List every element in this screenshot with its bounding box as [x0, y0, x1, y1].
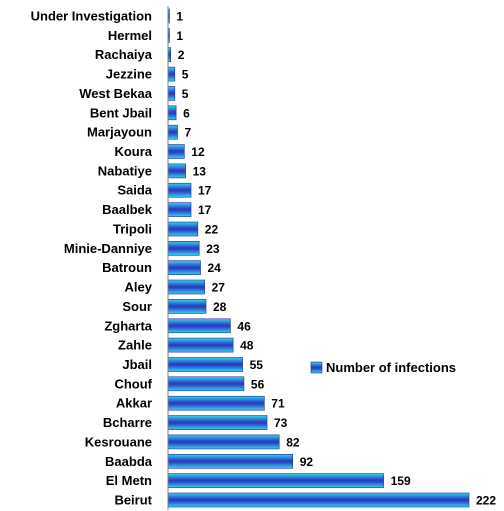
- category-label-chouf: Chouf: [114, 376, 152, 391]
- value-label-kesrouane: 82: [286, 435, 300, 449]
- category-label-saida: Saida: [117, 183, 152, 198]
- value-label-baalbek: 17: [198, 203, 212, 217]
- category-label-minie-danniye: Minie-Danniye: [64, 241, 152, 256]
- bar-baabda: [167, 453, 293, 469]
- value-label-akkar: 71: [271, 397, 285, 411]
- value-label-marjayoun: 7: [185, 126, 192, 140]
- category-label-jezzine: Jezzine: [106, 67, 152, 82]
- bar-kesrouane: [167, 434, 280, 450]
- bar-koura: [167, 144, 185, 159]
- bar-tripoli: [167, 221, 199, 237]
- legend: Number of infections: [310, 360, 456, 375]
- bar-marjayoun: [167, 124, 178, 140]
- bar-west-bekaa: [167, 86, 176, 101]
- bar-beirut: [167, 492, 470, 508]
- value-label-beirut: 222: [476, 494, 496, 508]
- category-label-sour: Sour: [122, 299, 152, 314]
- value-label-under-investigation: 1: [176, 10, 183, 24]
- bar-bcharre: [167, 415, 268, 430]
- value-label-el-metn: 159: [391, 474, 411, 488]
- value-label-sour: 28: [213, 300, 227, 314]
- value-label-bcharre: 73: [274, 416, 288, 430]
- value-label-west-bekaa: 5: [182, 87, 189, 101]
- bar-jezzine: [167, 66, 176, 82]
- value-label-tripoli: 22: [205, 223, 219, 237]
- category-label-aley: Aley: [125, 280, 153, 295]
- bar-batroun: [167, 260, 201, 276]
- category-label-rachaiya: Rachaiya: [95, 47, 153, 62]
- value-label-aley: 27: [212, 281, 226, 295]
- category-label-zgharta: Zgharta: [104, 318, 152, 333]
- bar-bent-jbail: [167, 105, 177, 121]
- bars-group: [167, 8, 470, 508]
- category-label-zahle: Zahle: [118, 338, 152, 353]
- value-label-bent-jbail: 6: [183, 106, 190, 120]
- value-label-zgharta: 46: [237, 319, 251, 333]
- value-label-zahle: 48: [240, 339, 254, 353]
- value-label-batroun: 24: [208, 261, 222, 275]
- category-labels-group: Under Investigation Hermel Rachaiya Jezzine…: [31, 9, 153, 508]
- category-label-koura: Koura: [114, 144, 152, 159]
- bar-baalbek: [167, 202, 192, 217]
- bar-minie-danniye: [167, 241, 200, 256]
- value-label-koura: 12: [191, 145, 205, 159]
- bar-akkar: [167, 395, 265, 411]
- bar-nabatiye: [167, 163, 186, 179]
- value-label-chouf: 56: [251, 377, 265, 391]
- category-label-tripoli: Tripoli: [113, 222, 152, 237]
- bar-saida: [167, 182, 192, 198]
- bar-chouf: [167, 376, 245, 392]
- bar-zgharta: [167, 318, 231, 334]
- value-label-saida: 17: [198, 184, 212, 198]
- category-label-hermel: Hermel: [108, 28, 152, 43]
- value-label-minie-danniye: 23: [206, 242, 220, 256]
- value-label-rachaiya: 2: [178, 48, 185, 62]
- category-label-nabatiye: Nabatiye: [98, 163, 152, 178]
- category-label-el-metn: El Metn: [106, 473, 152, 488]
- value-label-jezzine: 5: [182, 68, 189, 82]
- category-label-batroun: Batroun: [102, 260, 152, 275]
- bar-aley: [167, 279, 205, 295]
- category-label-west-bekaa: West Bekaa: [79, 86, 153, 101]
- category-label-baalbek: Baalbek: [102, 202, 153, 217]
- value-label-hermel: 1: [176, 29, 183, 43]
- category-label-bcharre: Bcharre: [103, 415, 152, 430]
- category-label-under-investigation: Under Investigation: [31, 9, 152, 24]
- value-label-nabatiye: 13: [193, 164, 207, 178]
- value-label-jbail: 55: [250, 358, 264, 372]
- legend-swatch: [310, 361, 323, 374]
- legend-label: Number of infections: [326, 360, 456, 375]
- category-label-baabda: Baabda: [105, 454, 153, 469]
- value-labels-group: 1125567121317172223242728464855567173829…: [176, 10, 496, 508]
- category-label-bent-jbail: Bent Jbail: [90, 105, 152, 120]
- bar-sour: [167, 299, 207, 314]
- category-label-jbail: Jbail: [122, 357, 152, 372]
- bar-el-metn: [167, 473, 384, 488]
- category-label-beirut: Beirut: [114, 493, 152, 508]
- category-label-akkar: Akkar: [116, 396, 152, 411]
- bar-jbail: [167, 357, 243, 372]
- value-label-baabda: 92: [300, 455, 314, 469]
- category-label-marjayoun: Marjayoun: [87, 125, 152, 140]
- category-label-kesrouane: Kesrouane: [85, 434, 152, 449]
- bar-zahle: [167, 337, 234, 353]
